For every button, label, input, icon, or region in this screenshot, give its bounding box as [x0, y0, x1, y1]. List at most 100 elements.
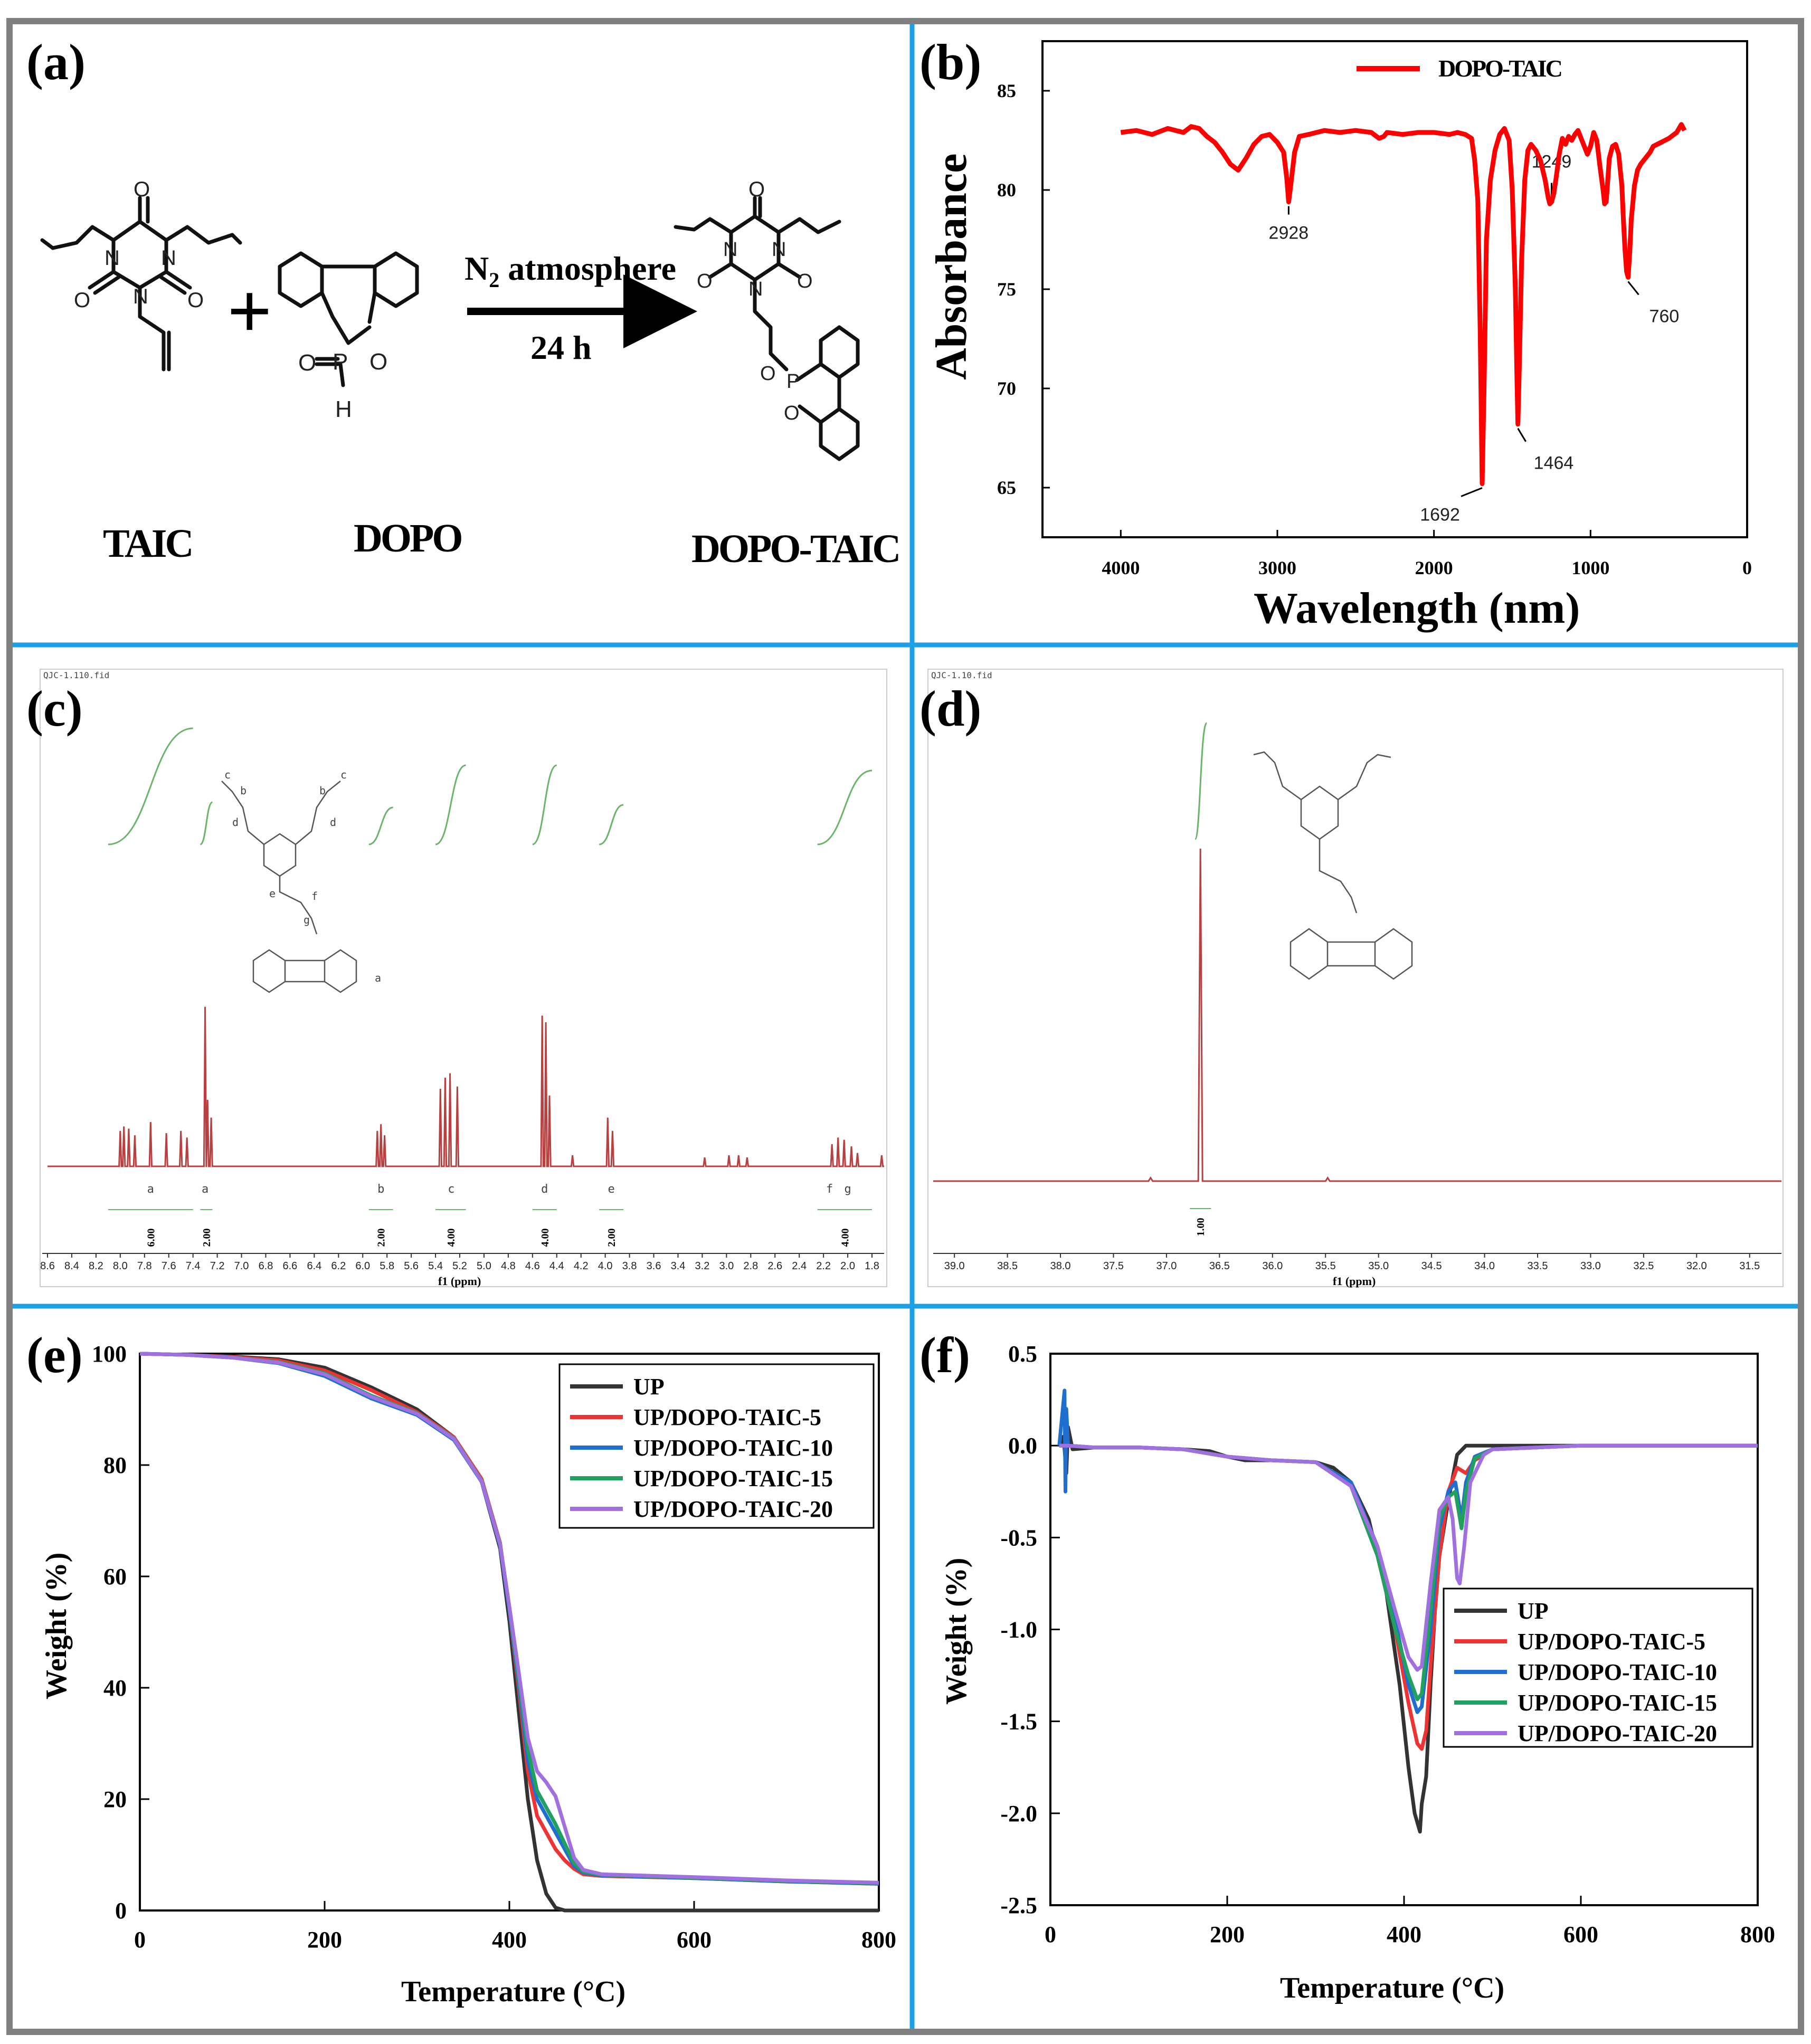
ppm-tick-label: 4.6	[525, 1260, 540, 1272]
ppm-tick-label: 37.5	[1103, 1260, 1124, 1272]
integral-value: 2.00	[201, 1229, 213, 1247]
ppm-tick-label: 37.0	[1156, 1260, 1177, 1272]
atom-label: N	[105, 246, 120, 270]
peak-letter: a	[147, 1183, 154, 1196]
peak-annotation: 760	[1649, 306, 1680, 326]
y-tick-label: -2.5	[1000, 1893, 1037, 1918]
y-tick-label: 75	[997, 279, 1016, 300]
proton-label: c	[340, 768, 347, 781]
atom-label: O	[797, 270, 813, 292]
atom-label: P	[333, 349, 348, 375]
legend-label: UP/DOPO-TAIC-10	[1518, 1659, 1717, 1685]
legend: UP UP/DOPO-TAIC-5 UP/DOPO-TAIC-10 UP/DOPO-T…	[558, 1363, 875, 1529]
y-tick-label: 40	[103, 1675, 127, 1701]
ppm-tick-label: 38.0	[1050, 1260, 1071, 1272]
reaction-conditions-top: N2 atmosphere	[464, 250, 676, 292]
axis-ticks: 0 200 400 600 800 0.5 0.0 -0.5 -1.0 -1.5 -2.0 -2.5	[1000, 1341, 1775, 1947]
integral-value: 2.00	[606, 1229, 618, 1247]
panel-c-h-nmr: QJC-1.110.fid (c) c b d c b d e f g a 6.…	[26, 669, 887, 1288]
peak-letter: b	[377, 1183, 384, 1196]
ppm-tick-label: 4.4	[549, 1260, 564, 1272]
nmr-file-name: QJC-1.10.fid	[931, 670, 992, 680]
plot-frame	[1041, 40, 1748, 538]
y-tick-label: 70	[997, 378, 1016, 399]
y-tick-label: -0.5	[1000, 1525, 1037, 1551]
panel-a-scheme: (a) O N N N O O +	[26, 34, 901, 571]
proton-label: c	[224, 768, 231, 781]
x-tick-label: 800	[1740, 1922, 1775, 1947]
legend-box	[1443, 1587, 1753, 1748]
ppm-tick-label: 2.2	[816, 1260, 831, 1272]
ppm-tick-label: 3.8	[622, 1260, 637, 1272]
integral-curve	[435, 764, 466, 845]
ppm-tick-label: 4.2	[574, 1260, 589, 1272]
ppm-tick-label: 35.0	[1368, 1260, 1389, 1272]
ppm-tick-label: 5.6	[404, 1260, 419, 1272]
ppm-tick-label: 32.5	[1633, 1260, 1654, 1272]
atom-label: O	[187, 289, 204, 312]
atom-label: N	[748, 278, 763, 300]
taic-structure: O N N N O O	[40, 178, 242, 372]
y-axis-title: Weight (%)	[40, 1553, 73, 1699]
ppm-tick-label: 1.8	[865, 1260, 879, 1272]
integral-value: 4.00	[539, 1229, 551, 1247]
ppm-tick-label: 2.8	[743, 1260, 758, 1272]
panel-c-label: (c)	[26, 680, 83, 737]
nmr-frame	[927, 669, 1784, 1287]
axis-ticks: 4000 3000 2000 1000 0 65 70 75 80 85	[997, 80, 1752, 578]
proton-label: f	[311, 890, 318, 902]
x-tick-label: 3000	[1258, 557, 1296, 578]
series-line	[139, 1352, 879, 1913]
panel-e-label: (e)	[26, 1327, 83, 1383]
ppm-tick-label: 8.0	[113, 1260, 128, 1272]
ppm-tick-label: 3.0	[719, 1260, 734, 1272]
x-tick-label: 1000	[1571, 557, 1609, 578]
atom-label: O	[134, 178, 150, 201]
atom-label: O	[697, 270, 713, 292]
legend-label: UP	[1518, 1598, 1549, 1624]
peak-letter: f	[826, 1183, 833, 1196]
legend-label: DOPO-TAIC	[1438, 55, 1561, 82]
ppm-tick-label: 7.8	[137, 1260, 152, 1272]
atom-label: N	[723, 239, 737, 261]
ppm-tick-label: 8.2	[89, 1260, 103, 1272]
ppm-tick-label: 6.0	[355, 1260, 370, 1272]
legend-label: UP/DOPO-TAIC-20	[1518, 1720, 1717, 1746]
panel-f-label: (f)	[919, 1327, 970, 1383]
ppm-tick-label: 8.4	[64, 1260, 79, 1272]
x-tick-label: 600	[1563, 1922, 1598, 1947]
ppm-tick-label: 39.0	[944, 1260, 965, 1272]
ppm-tick-label: 3.2	[695, 1260, 710, 1272]
ppm-tick-label: 2.4	[792, 1260, 807, 1272]
peak-letter: g	[844, 1183, 851, 1196]
panel-a-label: (a)	[26, 34, 86, 90]
panel-d-label: (d)	[919, 680, 981, 737]
peak-letter: d	[541, 1183, 548, 1196]
product-name: DOPO-TAIC	[691, 527, 899, 571]
ppm-tick-label: 34.0	[1474, 1260, 1495, 1272]
annotation-leader	[1461, 487, 1483, 497]
y-tick-label: -1.0	[1000, 1617, 1037, 1643]
x-axis-title: Wavelength (nm)	[1254, 584, 1580, 633]
ppm-tick-label: 5.2	[452, 1260, 467, 1272]
atom-label: P	[786, 370, 800, 393]
x-axis-title: Temperature (°C)	[401, 1975, 625, 2008]
y-axis-title: Absorbance	[927, 154, 976, 380]
nmr-file-name: QJC-1.110.fid	[43, 670, 109, 680]
ppm-tick-label: 34.5	[1421, 1260, 1442, 1272]
integral-value: 2.00	[376, 1229, 387, 1247]
integral-curve	[108, 727, 193, 845]
ppm-tick-label: 7.4	[186, 1260, 201, 1272]
integral-curve	[368, 806, 394, 845]
ppm-tick-label: 38.5	[997, 1260, 1018, 1272]
dtg-series	[1057, 1389, 1758, 1834]
atom-label: N	[161, 246, 176, 270]
legend-label: UP/DOPO-TAIC-15	[1518, 1690, 1717, 1716]
peak-letter: e	[608, 1183, 615, 1196]
atom-label: O	[784, 402, 800, 424]
ppm-tick-label: 2.6	[767, 1260, 782, 1272]
reactant-2-name: DOPO	[354, 516, 461, 560]
integral-curve	[1194, 722, 1208, 840]
